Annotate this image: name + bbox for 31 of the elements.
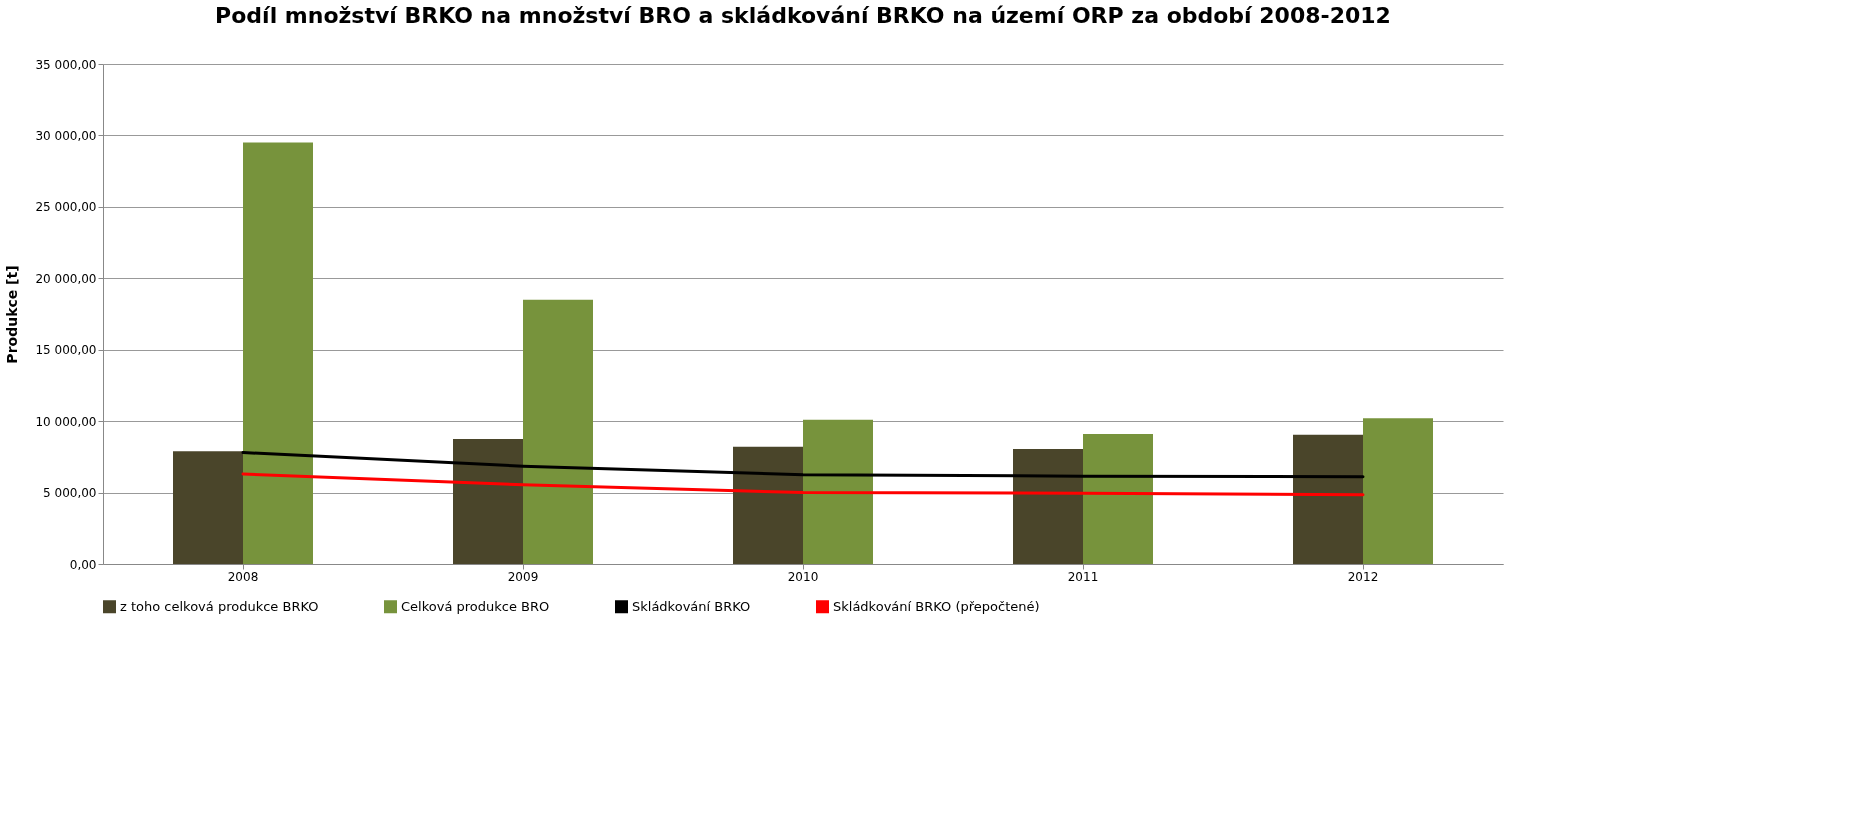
x-tick-label: 2009 xyxy=(507,569,539,584)
bar xyxy=(733,446,803,564)
y-tick-label: 15 000,00 xyxy=(35,343,97,358)
x-tick-label: 2008 xyxy=(227,569,259,584)
bar xyxy=(1013,449,1083,564)
legend-label: Skládkování BRKO (přepočtené) xyxy=(833,598,1040,614)
y-tick-label: 20 000,00 xyxy=(35,271,97,286)
legend-label: Skládkování BRKO xyxy=(632,598,751,614)
legend-label: Celková produkce BRO xyxy=(401,598,550,614)
bar xyxy=(1293,434,1363,564)
bar xyxy=(1363,418,1433,564)
x-tick-label: 2012 xyxy=(1347,569,1379,584)
bar xyxy=(243,142,313,564)
chart-title: Podíl množství BRKO na množství BRO a skládkování BRKO na území ORP za období 2008-2012 xyxy=(215,3,1391,28)
bar xyxy=(173,451,243,564)
y-axis-title: Produkce [t] xyxy=(4,265,21,364)
y-tick-label: 5 000,00 xyxy=(43,486,97,501)
line-series xyxy=(241,451,1365,479)
y-tick-label: 30 000,00 xyxy=(35,128,97,143)
line-series xyxy=(241,472,1365,497)
x-tick-label: 2011 xyxy=(1067,569,1099,584)
legend-label: z toho celková produkce BRKO xyxy=(120,598,319,614)
y-tick-label: 10 000,00 xyxy=(35,414,97,429)
bar xyxy=(453,439,523,564)
y-tick-label: 35 000,00 xyxy=(35,57,97,72)
x-tick-label: 2010 xyxy=(787,569,819,584)
bar xyxy=(803,419,873,564)
bar xyxy=(1083,434,1153,564)
y-tick-label: 0,00 xyxy=(69,557,97,572)
bar xyxy=(523,299,593,564)
y-tick-label: 25 000,00 xyxy=(35,200,97,215)
